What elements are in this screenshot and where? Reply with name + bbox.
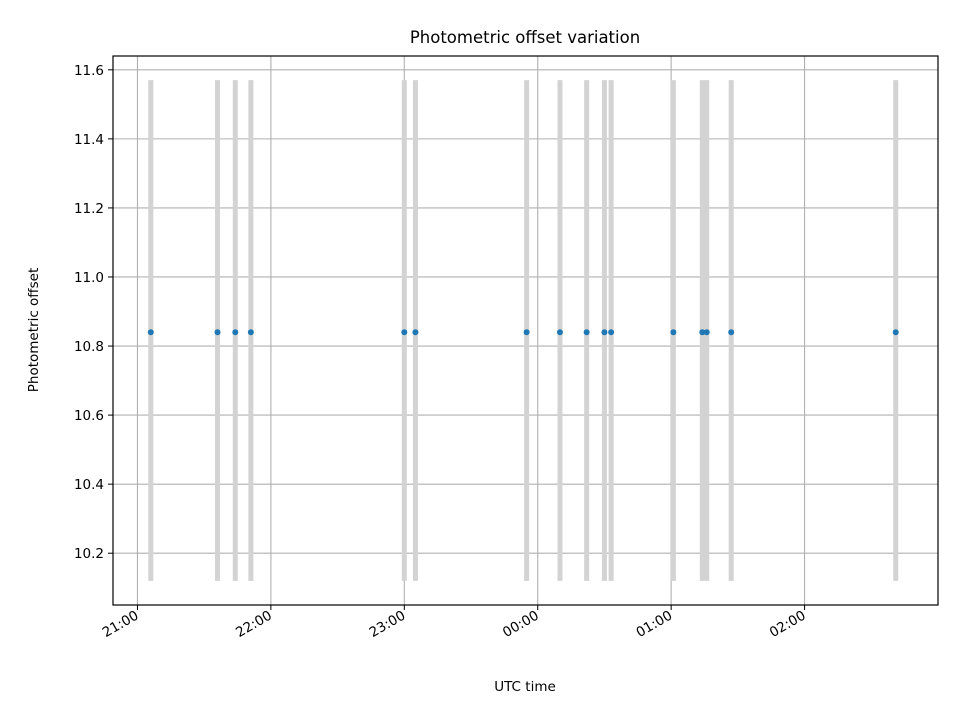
data-point xyxy=(608,329,615,336)
data-point xyxy=(147,329,154,336)
data-point xyxy=(670,329,677,336)
data-point xyxy=(232,329,239,336)
x-axis-label: UTC time xyxy=(494,679,556,695)
data-point xyxy=(401,329,408,336)
data-point xyxy=(699,329,706,336)
y-tick-label: 10.2 xyxy=(74,546,104,562)
y-tick-label: 11.4 xyxy=(74,132,104,148)
y-tick-label: 10.6 xyxy=(74,408,104,424)
y-tick-label: 11.6 xyxy=(74,63,104,79)
data-point xyxy=(583,329,590,336)
y-tick-label: 11.0 xyxy=(74,270,104,286)
y-tick-label: 10.8 xyxy=(74,339,104,355)
data-point xyxy=(728,329,735,336)
y-tick-label: 10.4 xyxy=(74,477,104,493)
data-point xyxy=(556,329,563,336)
data-point xyxy=(412,329,419,336)
data-point xyxy=(214,329,221,336)
y-axis-label: Photometric offset xyxy=(26,268,42,392)
data-point xyxy=(523,329,530,336)
point-layer xyxy=(147,329,899,336)
plot-frame xyxy=(112,55,939,606)
data-point xyxy=(601,329,608,336)
chart-title: Photometric offset variation xyxy=(410,28,640,47)
data-point xyxy=(247,329,254,336)
data-point xyxy=(892,329,899,336)
data-point xyxy=(703,329,710,336)
y-tick-label: 11.2 xyxy=(74,201,104,217)
